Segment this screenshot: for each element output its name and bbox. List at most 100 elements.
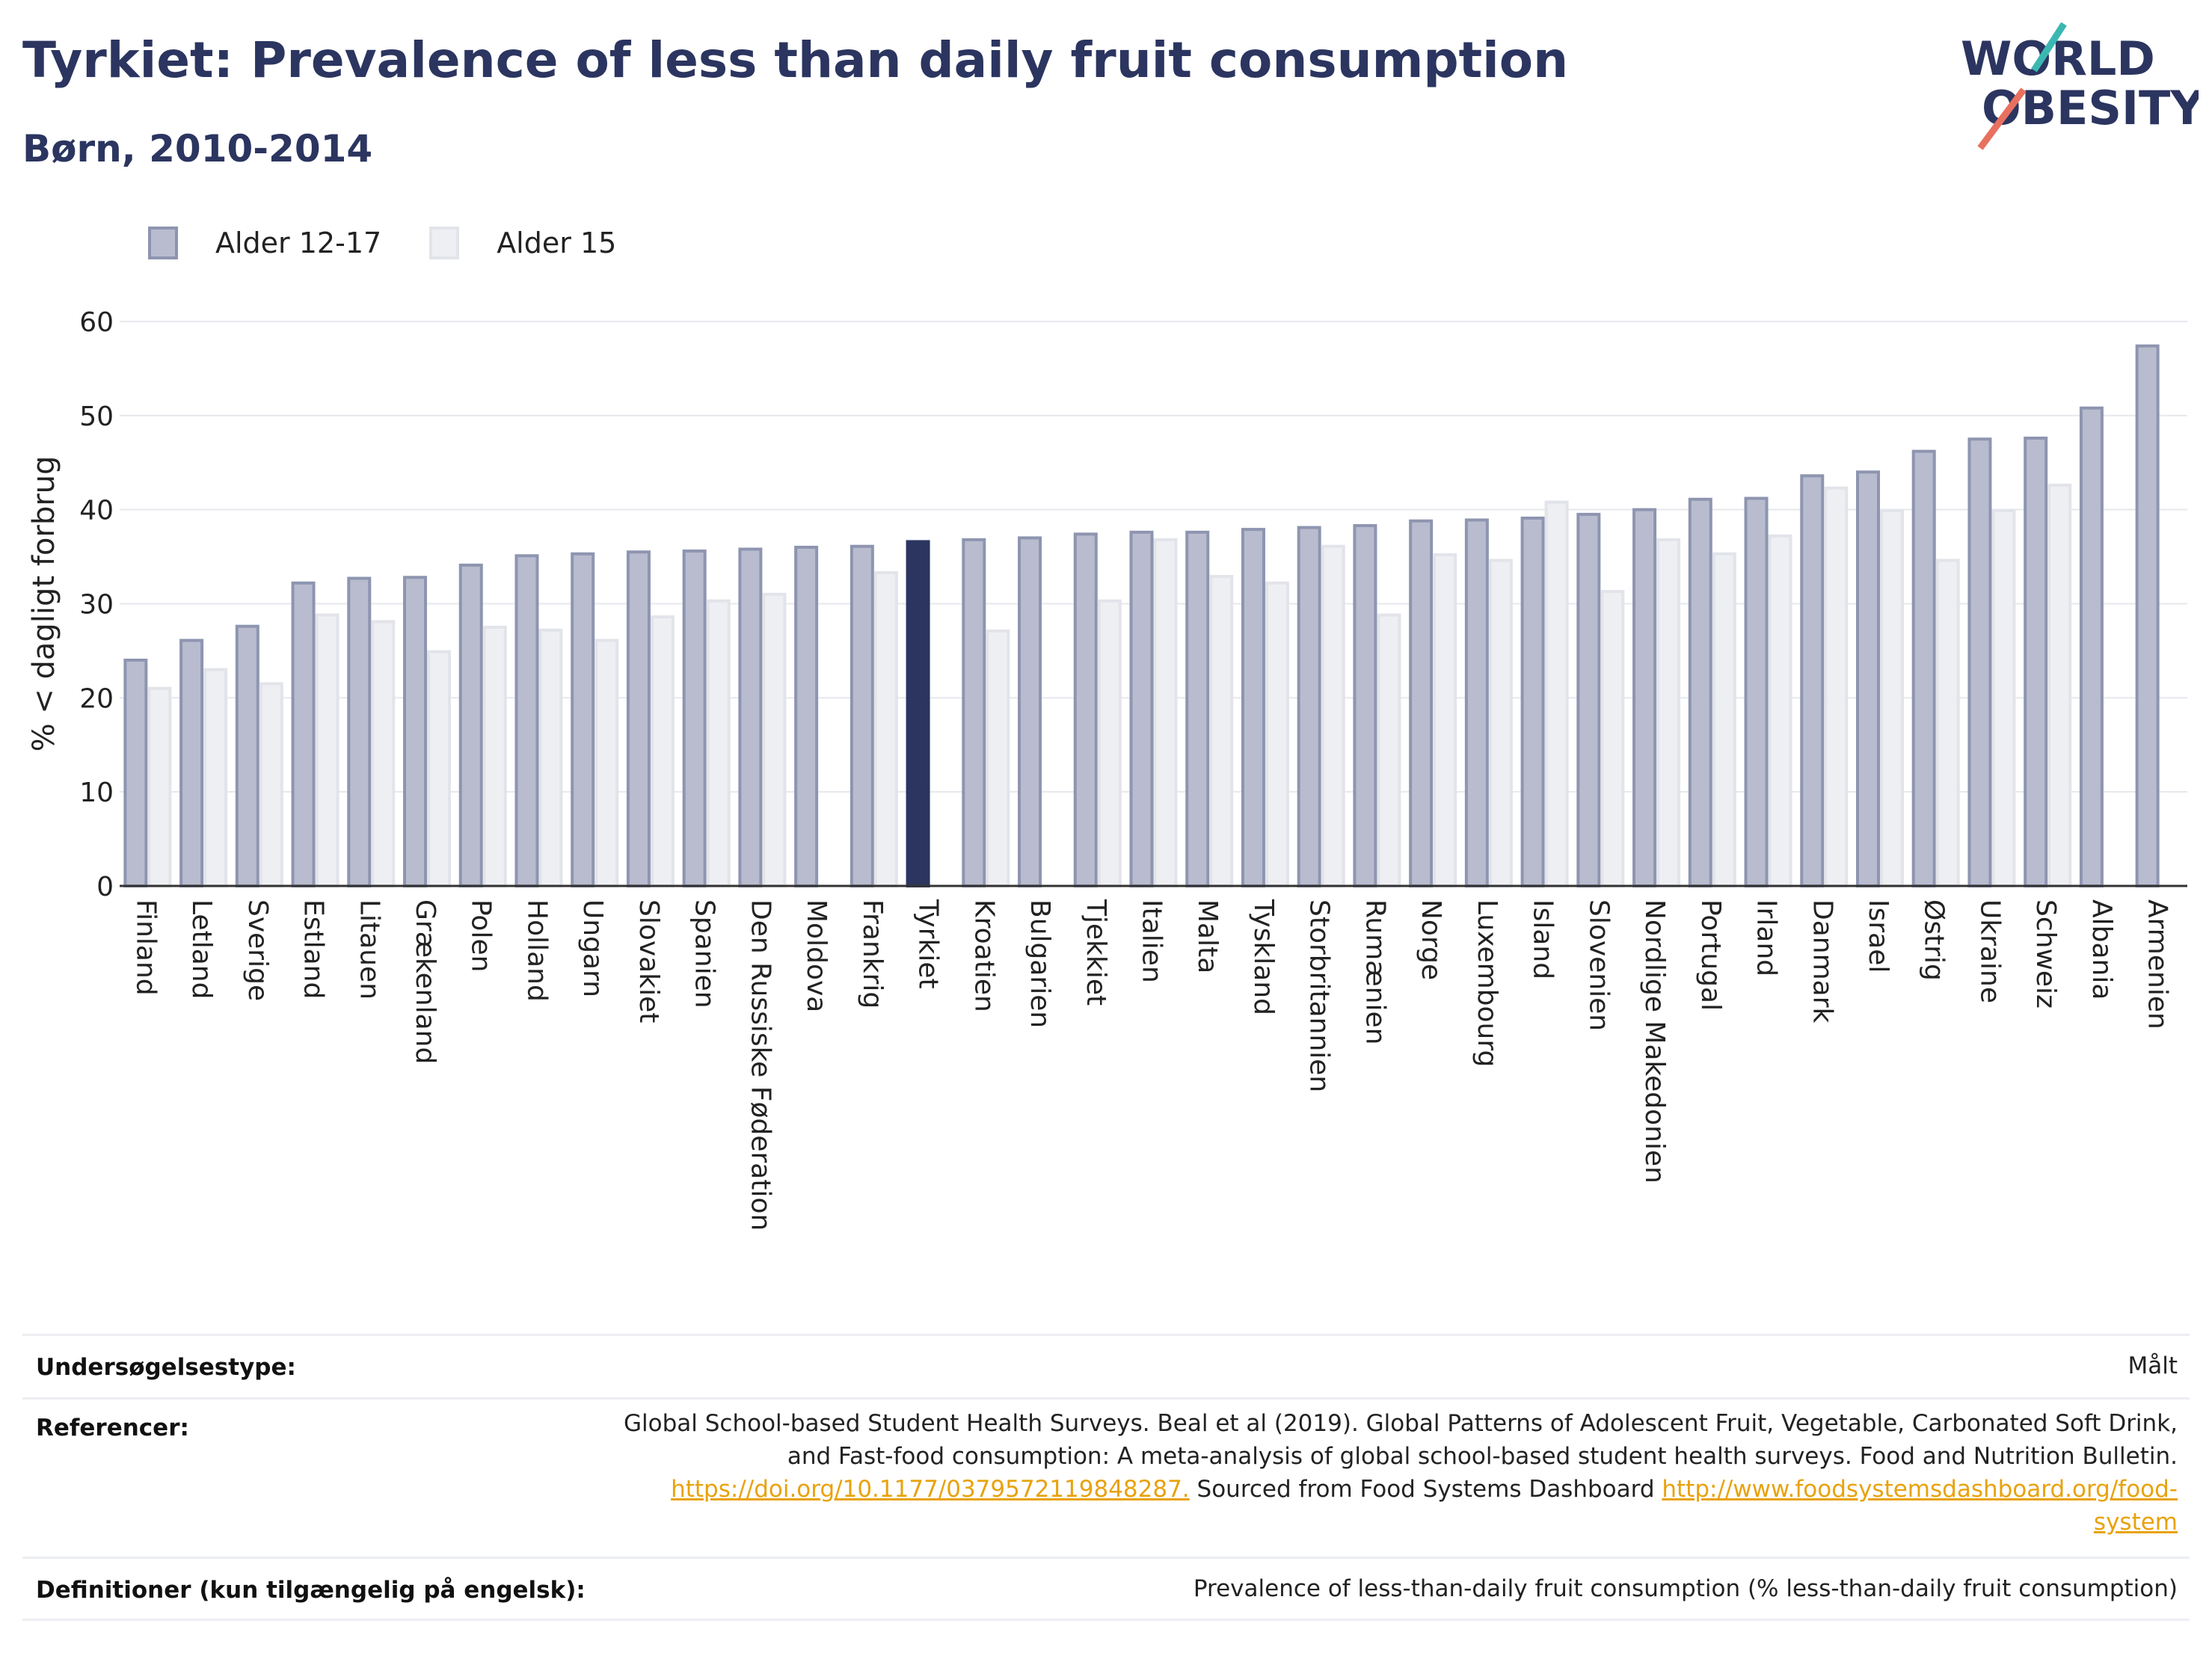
footer-label-survey-type: Undersøgelsestype: [36, 1354, 296, 1381]
bar-series-1 [1855, 470, 1880, 888]
bar-series-2 [259, 682, 283, 887]
footer-value-definitions: Prevalence of less-than-daily fruit cons… [1193, 1575, 2178, 1602]
reference-text: Sourced from Food Systems Dashboard [1189, 1476, 1662, 1503]
x-tick-label: Danmark [1807, 899, 1837, 1024]
reference-link[interactable]: https://doi.org/10.1177/0379572119848287… [671, 1476, 1190, 1503]
x-tick-label: Irland [1751, 899, 1782, 976]
x-tick-label: Letland [186, 899, 217, 999]
bar-series-1 [2135, 344, 2160, 887]
bar-series-2 [1991, 508, 2016, 887]
bar-series-1 [682, 550, 707, 887]
reference-line: https://doi.org/10.1177/0379572119848287… [22, 1473, 2178, 1506]
bar-series-1 [1632, 508, 1657, 887]
bar-series-1 [2079, 406, 2104, 887]
bar-series-2 [986, 629, 1010, 887]
bar-series-2 [1768, 534, 1792, 887]
reference-link[interactable]: system [2093, 1509, 2178, 1536]
bar-chart: 0 10 20 30 40 50 60 % < dagligt forbrug Finland L… [27, 307, 2187, 1231]
bar-series-2 [1265, 581, 1289, 887]
bar-series-1 [347, 576, 372, 887]
bar-series-1 [123, 659, 148, 887]
legend-label-series-2: Alder 15 [497, 227, 617, 259]
x-tick-label: Israel [1863, 899, 1893, 973]
world-obesity-logo: WORLD OBESITY [1961, 22, 2199, 150]
bar-series-2 [1600, 590, 1625, 887]
bar-series-2 [147, 686, 172, 887]
legend-swatch-series-2 [429, 227, 460, 259]
bar-series-1 [1353, 524, 1377, 887]
legend-swatch-series-1 [148, 227, 178, 259]
bar-series-2 [1209, 575, 1234, 887]
y-tick-label: 20 [79, 683, 114, 714]
y-tick-label: 60 [79, 307, 114, 338]
y-tick-label: 0 [96, 872, 114, 902]
bar-series-1 [1576, 512, 1601, 887]
bar-series-1 [1967, 437, 1992, 887]
bar-series-1 [1185, 530, 1210, 887]
x-tick-label: Portugal [1695, 899, 1726, 1011]
footer-row-survey-type: Undersøgelsestype: Målt [22, 1334, 2190, 1397]
bar-series-1 [1241, 528, 1265, 887]
bar-series-1 [962, 538, 986, 887]
reference-text: and Fast-food consumption: A meta-analys… [787, 1443, 2178, 1470]
bar-series-1 [1409, 519, 1434, 887]
bar-series-1 [1129, 530, 1154, 887]
bar-series-2 [1656, 538, 1681, 887]
bar-series-2 [1544, 500, 1569, 888]
legend-item-series-1[interactable]: Alder 12-17 [148, 227, 381, 259]
footer-value-references: Global School-based Student Health Surve… [22, 1400, 2190, 1539]
x-tick-label: Litauen [354, 899, 384, 1000]
x-tick-label: Spanien [689, 899, 720, 1009]
footer-value-survey-type: Målt [2127, 1352, 2178, 1379]
bar-series-2 [1153, 538, 1178, 887]
logo-slash-teal [2031, 22, 2067, 73]
bar-series-2 [650, 615, 675, 887]
footer-label-references: Referencer: [36, 1415, 189, 1441]
footer-row-definitions: Definitioner (kun tilgængelig på engelsk… [22, 1557, 2190, 1621]
bar-series-1 [1800, 474, 1825, 888]
bar-series-2 [1097, 599, 1122, 887]
bar-series-2 [1377, 613, 1401, 887]
footer-row-references: Referencer: Global School-based Student … [22, 1397, 2190, 1557]
logo-text-obesity: OBESITY [1982, 81, 2199, 135]
bar-series-1 [235, 624, 259, 887]
x-tick-label: Kroatien [968, 899, 999, 1012]
bar-series-2 [762, 592, 787, 887]
x-tick-label: Rumænien [1360, 899, 1390, 1044]
y-tick-label: 50 [79, 401, 114, 432]
bar-series-1 [1073, 532, 1098, 887]
x-tick-label: Storbritannien [1304, 899, 1335, 1092]
bar-series-2 [1488, 558, 1513, 887]
x-tick-label: Sverige [242, 899, 273, 1001]
x-tick-label: Holland [521, 899, 552, 1002]
bar-series-1 [1744, 496, 1769, 888]
reference-line: system [22, 1506, 2178, 1539]
x-tick-label: Island [1528, 899, 1558, 979]
legend-label-series-1: Alder 12-17 [215, 227, 382, 259]
x-tick-label: Ungarn [577, 899, 608, 997]
bar-series-1 [1911, 449, 1936, 887]
x-tick-label: Polen [466, 899, 497, 972]
bar-series-1 [2024, 437, 2048, 888]
bar-series-1 [1464, 518, 1489, 887]
x-tick-label: Tyskland [1248, 899, 1279, 1015]
y-tick-label: 30 [79, 590, 114, 621]
bar-series-1 [906, 540, 930, 887]
reference-line: Global School-based Student Health Surve… [22, 1407, 2178, 1440]
x-tick-label: Bulgarien [1024, 899, 1055, 1028]
chart-title: Tyrkiet: Prevalence of less than daily f… [22, 31, 1569, 89]
y-tick-label: 10 [79, 778, 114, 808]
bar-series-2 [427, 650, 452, 887]
legend-item-series-2[interactable]: Alder 15 [429, 227, 616, 259]
x-tick-label: Moldova [801, 899, 832, 1012]
x-tick-label: Frankrig [857, 899, 888, 1009]
bar-series-1 [291, 581, 316, 887]
chart-footer: Undersøgelsestype: Målt Referencer: Glob… [22, 1334, 2190, 1621]
bar-series-1 [1297, 526, 1321, 887]
reference-link[interactable]: http://www.foodsystemsdashboard.org/food… [1662, 1476, 2178, 1503]
y-tick-label: 40 [79, 496, 114, 526]
x-tick-label: Italien [1137, 899, 1167, 983]
x-tick-label: Armenien [2142, 899, 2173, 1029]
bar-series-1 [458, 563, 483, 887]
chart-subtitle: Børn, 2010-2014 [22, 127, 373, 170]
